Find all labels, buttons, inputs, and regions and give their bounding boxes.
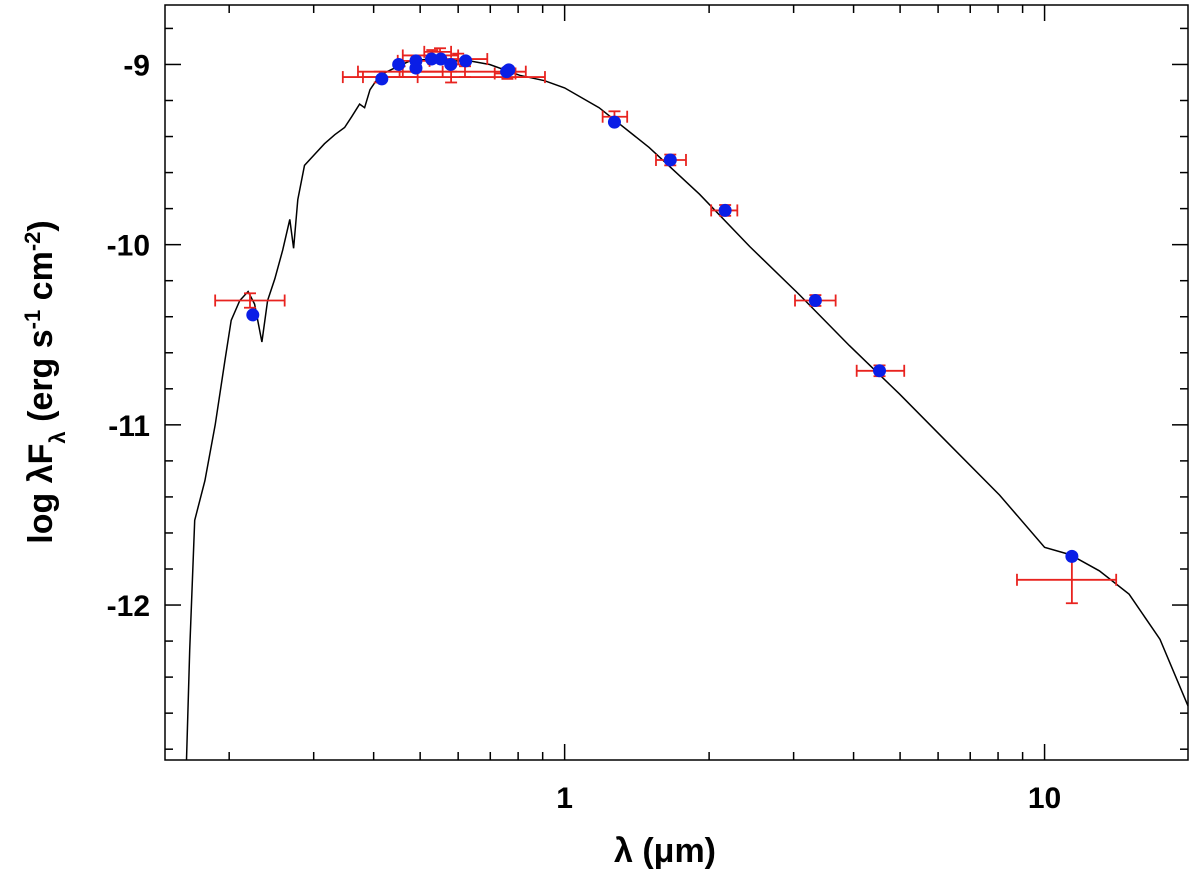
x-axis-label: λ (μm) — [614, 832, 716, 870]
synthetic-point — [375, 72, 389, 86]
model-spectrum — [185, 58, 1189, 761]
synthetic-point — [246, 308, 260, 322]
synthetic-point — [873, 364, 887, 378]
synthetic-point — [425, 52, 439, 66]
synthetic-point — [663, 153, 677, 167]
synthetic-point — [607, 115, 621, 129]
synthetic-point — [808, 294, 822, 308]
synthetic-point — [459, 54, 473, 68]
y-axis-label-part: ) — [22, 220, 60, 231]
synthetic-point — [392, 57, 406, 71]
y-axis-label-part: -1 — [20, 310, 45, 330]
y-axis-label-part: cm — [22, 251, 60, 310]
y-tick-label: -12 — [107, 590, 150, 623]
y-axis-label-part: λ — [45, 431, 70, 443]
y-tick-label: -11 — [108, 410, 150, 443]
x-tick-label: 10 — [1028, 782, 1061, 815]
y-axis-label-part: (erg s — [22, 329, 60, 431]
synthetic-point — [434, 52, 448, 66]
synthetic-point — [409, 61, 423, 75]
synthetic-point — [502, 63, 516, 77]
y-axis-label-part: -2 — [20, 232, 45, 252]
y-tick-label: -9 — [123, 49, 150, 82]
x-tick-label: 1 — [556, 782, 573, 815]
y-axis-label: log λFλ (erg s-1 cm-2) — [20, 220, 70, 543]
plot-frame — [164, 4, 1189, 761]
y-axis-label-part: log λF — [22, 444, 60, 544]
synthetic-point — [1065, 549, 1079, 563]
synthetic-point — [444, 57, 458, 71]
synthetic-point — [718, 203, 732, 217]
y-tick-label: -10 — [107, 230, 150, 263]
